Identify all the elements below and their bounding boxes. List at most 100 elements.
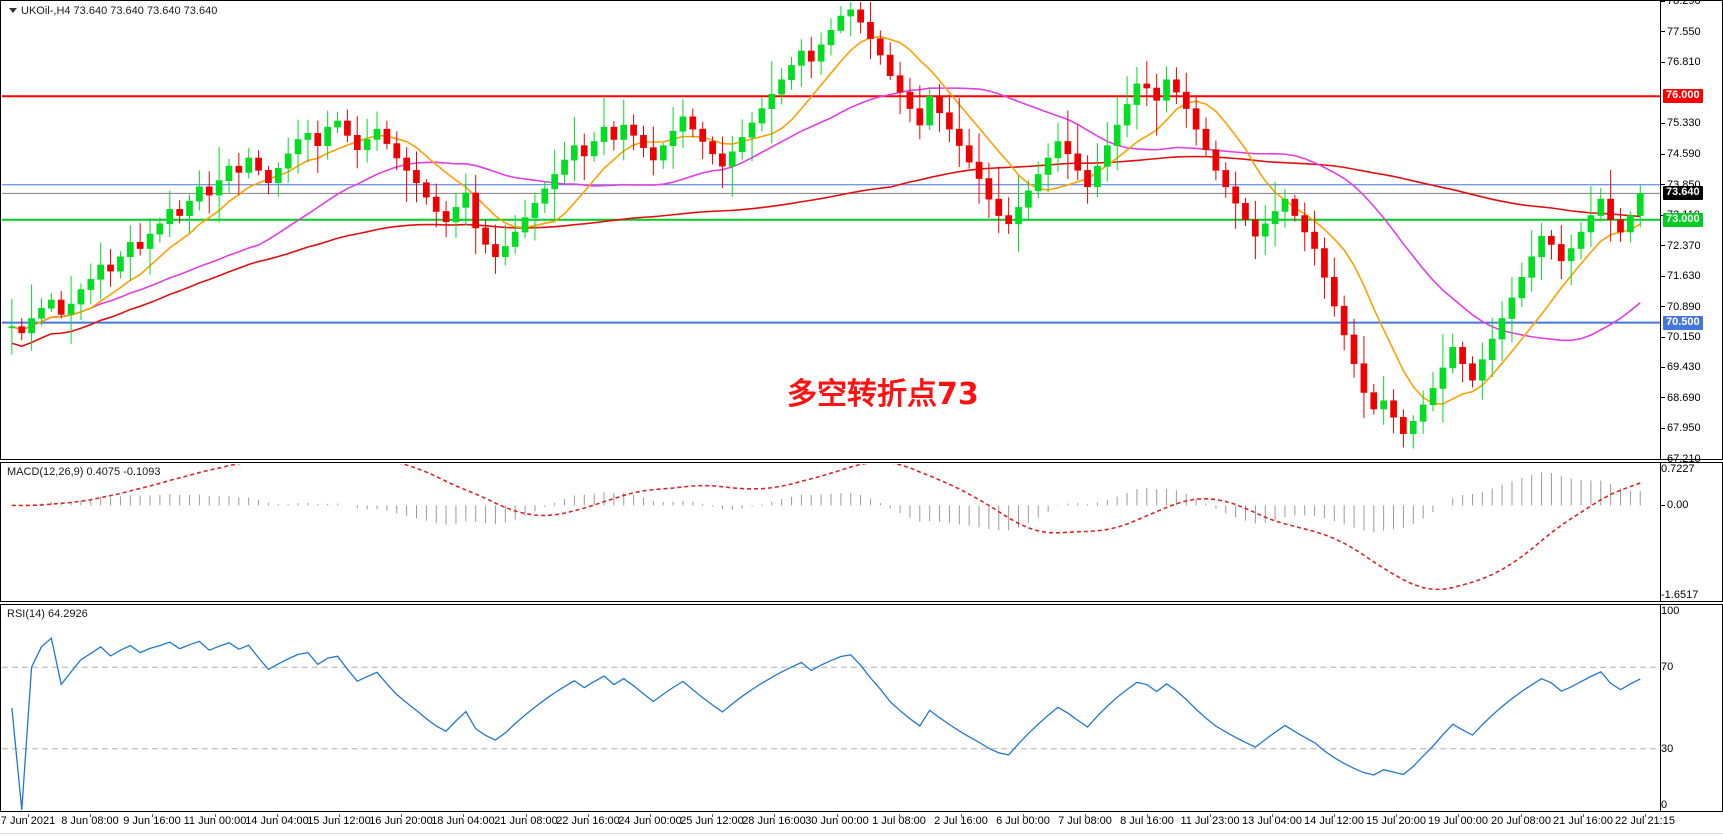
price-plot-area[interactable] xyxy=(2,2,1660,458)
price-y-tick: 70.890 xyxy=(1661,301,1701,313)
chart-annotation-text: 多空转折点73 xyxy=(787,377,979,412)
time-tick xyxy=(1645,814,1646,817)
rsi-legend: RSI(14) 64.2926 xyxy=(7,608,88,620)
rsi-y-tick: 30 xyxy=(1661,743,1674,756)
time-axis-label: 19 Jul 00:00 xyxy=(1428,815,1488,827)
time-tick xyxy=(1272,814,1273,817)
candlestick-series xyxy=(8,2,1644,449)
ma-magenta-line xyxy=(11,87,1641,342)
time-axis-label: 1 Jul 08:00 xyxy=(872,815,926,827)
time-axis-label: 7 Jun 2021 xyxy=(0,815,56,827)
price-y-tick: 67.950 xyxy=(1661,423,1701,434)
time-tick xyxy=(1583,814,1584,817)
rsi-plot-area[interactable] xyxy=(2,606,1660,810)
triangle-down-icon[interactable] xyxy=(9,7,17,13)
time-tick xyxy=(1210,814,1211,817)
macd-plot-area[interactable] xyxy=(2,464,1660,600)
time-axis-label: 14 Jul 12:00 xyxy=(1304,815,1364,827)
time-tick xyxy=(401,814,402,817)
time-axis-label: 24 Jun 00:00 xyxy=(618,815,682,827)
ma-red-line xyxy=(11,155,1641,348)
price-chart-panel[interactable]: UKOil-,H4 73.640 73.640 73.640 73.640 78… xyxy=(0,0,1723,465)
macd-series-svg xyxy=(11,464,1641,591)
time-tick xyxy=(463,814,464,817)
price-y-tick: 69.430 xyxy=(1661,362,1701,373)
time-tick xyxy=(1458,814,1459,817)
price-y-tick: 67.210 xyxy=(1661,454,1701,465)
price-legend-text: UKOil-,H4 73.640 73.640 73.640 73.640 xyxy=(21,5,218,17)
time-tick xyxy=(1023,814,1024,817)
time-tick xyxy=(1521,814,1522,817)
time-axis-label: 14 Jun 04:00 xyxy=(245,815,309,827)
macd-histogram xyxy=(21,472,1641,533)
macd-y-axis: 0.7227 0.00 -1.6517 xyxy=(1660,463,1722,601)
price-y-axis: 78.29077.55076.81075.33074.59073.85073.1… xyxy=(1660,0,1722,465)
rsi-y-tick: 0 xyxy=(1661,799,1668,811)
macd-y-tick: 0.7227 xyxy=(1661,463,1695,475)
time-tick xyxy=(1085,814,1086,817)
time-tick xyxy=(28,814,29,817)
time-tick xyxy=(277,814,278,817)
support-level-label[interactable]: 70.500 xyxy=(1663,316,1703,330)
rsi-line xyxy=(11,636,1641,810)
rsi-y-axis: 100 70 30 0 xyxy=(1660,605,1722,811)
time-tick xyxy=(961,814,962,817)
price-y-tick: 70.150 xyxy=(1661,332,1701,343)
time-axis-label: 21 Jul 16:00 xyxy=(1553,815,1613,827)
time-axis-label: 7 Jul 08:00 xyxy=(1058,815,1112,827)
macd-signal-line xyxy=(11,464,1641,591)
price-y-tick: 73.850 xyxy=(1661,179,1701,191)
time-tick xyxy=(152,814,153,817)
price-y-tick: 76.810 xyxy=(1661,57,1701,68)
time-tick xyxy=(339,814,340,817)
price-y-tick: 78.290 xyxy=(1661,0,1701,7)
macd-y-tick: 0.00 xyxy=(1661,500,1688,511)
time-tick xyxy=(899,814,900,817)
macd-legend: MACD(12,26,9) 0.4075 -0.1093 xyxy=(7,466,161,478)
time-axis-label: 28 Jun 16:00 xyxy=(742,815,806,827)
resistance-level-label[interactable]: 76.000 xyxy=(1663,88,1703,103)
rsi-y-tick: 70 xyxy=(1661,660,1674,673)
time-axis-label: 15 Jun 12:00 xyxy=(307,815,371,827)
time-tick xyxy=(774,814,775,817)
macd-panel[interactable]: MACD(12,26,9) 0.4075 -0.1093 0.7227 0.00 -… xyxy=(0,462,1723,602)
time-tick xyxy=(1396,814,1397,817)
time-axis-label: 21 Jun 08:00 xyxy=(494,815,558,827)
time-tick xyxy=(215,814,216,817)
time-tick xyxy=(1147,814,1148,817)
price-y-tick: 71.630 xyxy=(1661,271,1701,282)
time-axis-label: 11 Jun 00:00 xyxy=(183,815,247,827)
time-axis: 7 Jun 2021 8 Jun 08:00 9 Jun 16:00 11 Jun 0… xyxy=(0,814,1723,836)
time-axis-label: 8 Jul 16:00 xyxy=(1120,815,1174,827)
time-axis-label: 2 Jul 16:00 xyxy=(934,815,988,827)
time-tick xyxy=(90,814,91,817)
macd-y-tick: -1.6517 xyxy=(1661,589,1699,601)
time-axis-label: 11 Jul 23:00 xyxy=(1180,815,1240,827)
time-axis-label: 20 Jul 08:00 xyxy=(1491,815,1551,827)
time-tick xyxy=(1334,814,1335,817)
time-axis-label: 6 Jul 00:00 xyxy=(996,815,1050,827)
time-tick xyxy=(712,814,713,817)
time-tick xyxy=(526,814,527,817)
pivot-level-label[interactable]: 73.000 xyxy=(1663,212,1703,227)
time-axis-label: 9 Jun 16:00 xyxy=(123,815,181,827)
time-tick xyxy=(650,814,651,817)
time-axis-label: 25 Jun 12:00 xyxy=(680,815,744,827)
rsi-y-tick: 100 xyxy=(1661,605,1680,617)
ma-orange-line xyxy=(11,35,1641,405)
price-chart-legend: UKOil-,H4 73.640 73.640 73.640 73.640 xyxy=(9,6,217,17)
current-price-label[interactable]: 73.640 xyxy=(1663,186,1703,201)
time-axis-label: 22 Jun 16:00 xyxy=(556,815,620,827)
rsi-series-svg xyxy=(2,636,1660,810)
time-axis-label: 22 Jul 21:15 xyxy=(1615,815,1675,827)
rsi-panel[interactable]: RSI(14) 64.2926 100 70 30 0 xyxy=(0,604,1723,812)
time-axis-label: 13 Jul 04:00 xyxy=(1242,815,1302,827)
price-y-tick: 68.690 xyxy=(1661,392,1701,404)
time-axis-label: 8 Jun 08:00 xyxy=(61,815,119,827)
time-axis-label: 18 Jun 04:00 xyxy=(431,815,495,827)
price-y-tick: 77.550 xyxy=(1661,26,1701,38)
price-y-tick: 72.370 xyxy=(1661,240,1701,252)
price-y-tick: 75.330 xyxy=(1661,118,1701,129)
time-axis-label: 16 Jun 20:00 xyxy=(369,815,433,827)
